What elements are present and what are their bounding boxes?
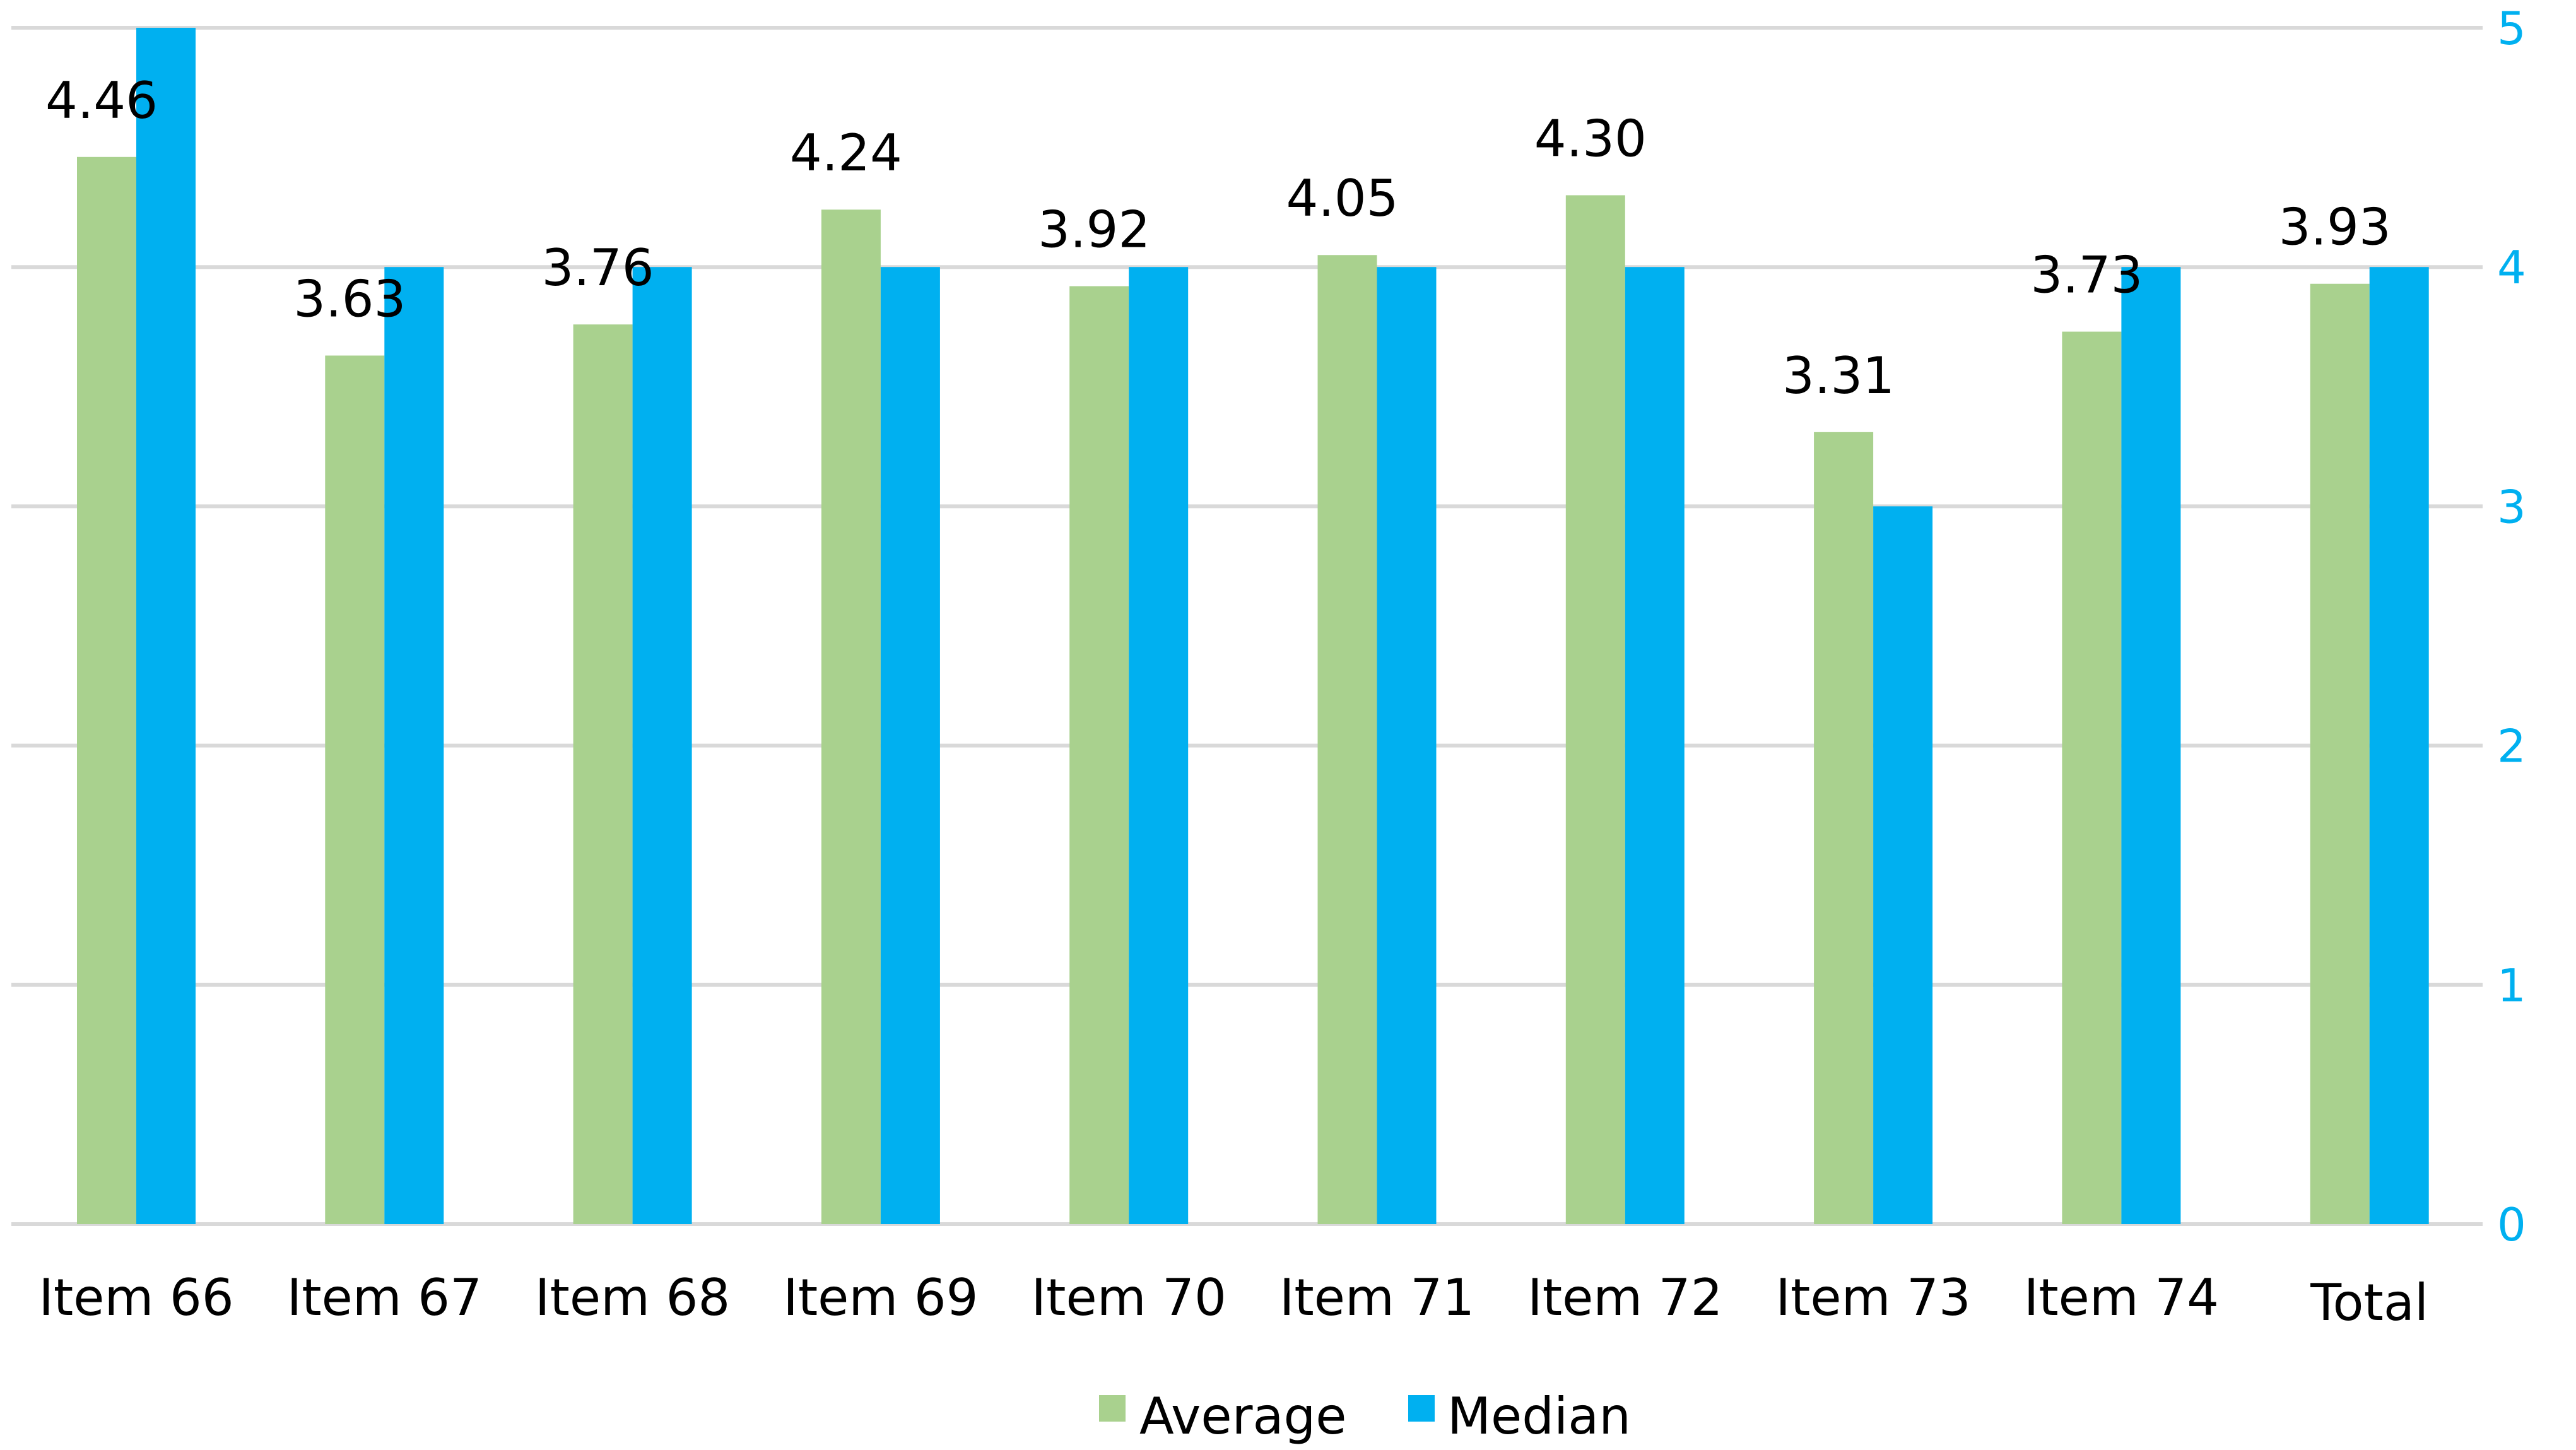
bar-average-item-68 [573,324,633,1224]
bar-median-item-73 [1873,506,1933,1224]
bar-average-item-70 [1069,286,1129,1224]
data-label-average: 4.05 [1286,169,1398,228]
bar-median-item-70 [1129,267,1189,1225]
bar-average-item-74 [2062,331,2122,1224]
data-label-average: 3.92 [1038,201,1150,259]
legend-label-average: Average [1139,1387,1347,1446]
y-tick-label: 2 [2497,720,2526,773]
y-tick-label: 3 [2497,480,2526,533]
x-category-label: Total [2310,1273,2428,1332]
bar-median-item-68 [632,267,692,1225]
bars [77,28,2429,1225]
data-label-average: 3.63 [293,270,406,329]
x-axis-categories: Item 66 Item 67 Item 68 Item 69 Item 70 Item … [38,1268,2428,1332]
legend-swatch-median [1408,1395,1435,1422]
bar-average-item-71 [1317,255,1377,1224]
bar-average-item-67 [325,355,385,1224]
x-category-label: Item 71 [1279,1268,1474,1327]
x-category-label: Item 69 [783,1268,978,1327]
bar-median-item-74 [2121,267,2181,1225]
legend-label-median: Median [1447,1387,1631,1446]
bar-median-item-72 [1625,267,1685,1225]
y-tick-label: 1 [2497,959,2526,1012]
y-axis-ticks: 0 1 2 3 4 5 [2497,2,2526,1251]
bar-average-item-72 [1565,195,1625,1225]
data-label-average: 4.46 [45,71,158,130]
x-category-label: Item 73 [1775,1268,1970,1327]
x-category-label: Item 67 [287,1268,482,1327]
bar-median-item-66 [136,28,196,1224]
x-category-label: Item 66 [38,1268,233,1327]
data-labels: 4.46 3.63 3.76 4.24 3.92 4.05 4.30 3.31 3.73 3.93 [45,71,2391,405]
bar-median-item-67 [384,267,444,1225]
bar-median-total [2369,267,2429,1225]
bar-median-item-69 [880,267,940,1225]
data-label-average: 3.76 [542,239,654,297]
x-category-label: Item 70 [1032,1268,1226,1327]
x-category-label: Item 68 [535,1268,730,1327]
x-category-label: Item 72 [1527,1268,1722,1327]
bar-average-total [2310,283,2370,1224]
bar-average-item-66 [77,156,136,1224]
y-tick-label: 5 [2497,2,2526,55]
bar-average-item-73 [1814,432,1874,1224]
bar-median-item-71 [1377,267,1437,1225]
legend: Average Median [1099,1387,1631,1446]
x-category-label: Item 74 [2024,1268,2219,1327]
bar-average-item-69 [821,209,881,1224]
data-label-average: 4.24 [790,124,902,182]
legend-swatch-average [1099,1395,1126,1422]
y-tick-label: 4 [2497,241,2526,294]
data-label-average: 3.73 [2030,246,2143,305]
y-tick-label: 0 [2497,1198,2526,1251]
data-label-average: 3.31 [1782,346,1895,405]
data-label-average: 4.30 [1534,109,1647,168]
data-label-average: 3.93 [2279,198,2391,257]
